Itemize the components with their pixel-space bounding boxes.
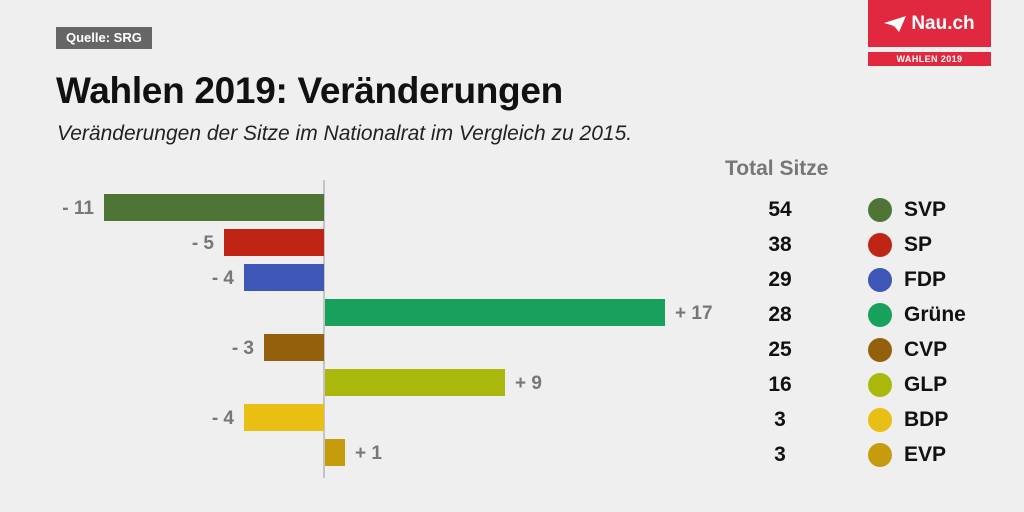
total-seats-grüne: 28 — [768, 302, 792, 326]
bar-label-evp: + 1 — [355, 443, 382, 464]
legend-label-svp: SVP — [904, 197, 947, 221]
legend-label-evp: EVP — [904, 442, 947, 466]
bar-sp — [224, 229, 324, 256]
logo-tag: WAHLEN 2019 — [868, 52, 991, 66]
legend-row-svp: 54 SVP — [740, 192, 1000, 227]
total-seats-bdp: 3 — [774, 407, 786, 431]
legend-swatch-cvp — [868, 337, 892, 362]
total-seats-svp: 54 — [768, 197, 792, 221]
bar-label-cvp: - 3 — [232, 338, 254, 359]
total-seats-fdp: 29 — [768, 267, 792, 291]
legend-label-glp: GLP — [904, 372, 948, 396]
bar-cvp — [264, 334, 324, 361]
source-badge: Quelle: SRG — [56, 27, 152, 49]
legend-swatch-glp — [868, 372, 892, 397]
chart-subtitle: Veränderungen der Sitze im Nationalrat i… — [57, 122, 633, 145]
bar-label-sp: - 5 — [192, 233, 215, 254]
bar-grüne — [325, 299, 665, 326]
legend-swatch-bdp — [868, 407, 892, 432]
party-legend: 54 SVP 38 SP 29 FDP 28 Grüne 25 CVP 16 GLP 3 BDP 3 EVP — [740, 192, 1000, 472]
paper-plane-icon — [884, 15, 907, 32]
brand-logo[interactable]: Nau.ch WAHLEN 2019 — [868, 0, 991, 66]
bar-label-glp: + 9 — [515, 373, 542, 394]
logo-banner: Nau.ch — [868, 0, 991, 47]
legend-label-bdp: BDP — [904, 407, 949, 431]
total-seats-evp: 3 — [774, 442, 786, 466]
legend-swatch-fdp — [868, 267, 892, 292]
bar-fdp — [244, 264, 324, 291]
logo-text: Nau.ch — [911, 12, 975, 34]
bar-label-fdp: - 4 — [212, 268, 235, 289]
legend-row-cvp: 25 CVP — [740, 332, 1000, 367]
bar-label-bdp: - 4 — [212, 408, 235, 429]
bar-evp — [325, 439, 345, 466]
bar-svp — [104, 194, 324, 221]
legend-label-cvp: CVP — [904, 337, 948, 361]
legend-swatch-svp — [868, 197, 892, 222]
legend-swatch-evp — [868, 442, 892, 467]
legend-row-bdp: 3 BDP — [740, 402, 1000, 437]
legend-label-grüne: Grüne — [904, 302, 966, 326]
legend-row-evp: 3 EVP — [740, 437, 1000, 472]
legend-label-fdp: FDP — [904, 267, 946, 291]
bar-label-svp: - 11 — [62, 198, 94, 219]
legend-swatch-grüne — [868, 302, 892, 327]
legend-row-glp: 16 GLP — [740, 367, 1000, 402]
legend-swatch-sp — [868, 232, 892, 257]
legend-row-sp: 38 SP — [740, 227, 1000, 262]
total-seats-header: Total Sitze — [725, 157, 829, 180]
total-seats-glp: 16 — [768, 372, 792, 396]
bar-glp — [325, 369, 505, 396]
chart-title: Wahlen 2019: Veränderungen — [56, 70, 563, 111]
total-seats-sp: 38 — [768, 232, 792, 256]
legend-row-grüne: 28 Grüne — [740, 297, 1000, 332]
legend-label-sp: SP — [904, 232, 933, 256]
total-seats-cvp: 25 — [768, 337, 792, 361]
legend-row-fdp: 29 FDP — [740, 262, 1000, 297]
bar-label-grüne: + 17 — [675, 303, 713, 324]
change-bar-chart: - 11 - 5 - 4 + 17 - 3 + 9 - 4 + 1 — [62, 180, 713, 478]
bar-bdp — [244, 404, 324, 431]
